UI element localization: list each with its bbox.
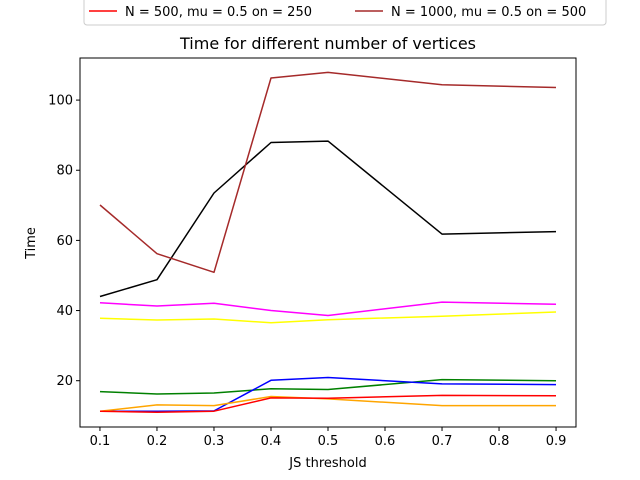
legend-label-2: N = 1000, mu = 0.5 on = 500 [391,5,586,20]
series-line-8 [99,71,557,274]
legend-label-1: N = 500, mu = 0.5 on = 250 [125,5,312,20]
legend: N = 500, mu = 0.5 on = 250 N = 1000, mu … [83,0,607,26]
series-line-1 [99,378,557,395]
plot-frame [79,57,577,428]
y-tick-label: 60 [56,234,73,249]
x-tick-label: 0.1 [90,434,111,449]
y-tick-label: 100 [48,94,73,109]
x-tick-label: 0.3 [204,434,225,449]
x-axis-label: JS threshold [288,456,366,471]
x-tick-label: 0.2 [147,434,168,449]
series-line-5 [99,311,557,324]
y-tick-label: 80 [56,164,73,179]
legend-frame [83,0,607,26]
series-line-2 [100,376,557,412]
axis-ticks: 0.1 0.2 0.3 0.4 0.5 0.6 0.7 0.8 0.9 20 40 60 80 100 [48,94,566,449]
x-tick-label: 0.5 [318,434,339,449]
x-tick-label: 0.8 [489,434,510,449]
chart-title: Time for different number of vertices [179,34,476,53]
series-line-3 [99,395,556,412]
series-lines [99,71,557,414]
x-tick-label: 0.9 [546,434,567,449]
x-tick-label: 0.4 [261,434,282,449]
x-tick-label: 0.6 [375,434,396,449]
series-line-4 [99,394,557,414]
x-tick-label: 0.7 [432,434,453,449]
y-axis-label: Time [24,227,39,260]
y-tick-label: 20 [56,374,73,389]
series-line-7 [99,140,557,298]
series-line-6 [99,301,557,317]
y-tick-label: 40 [56,304,73,319]
